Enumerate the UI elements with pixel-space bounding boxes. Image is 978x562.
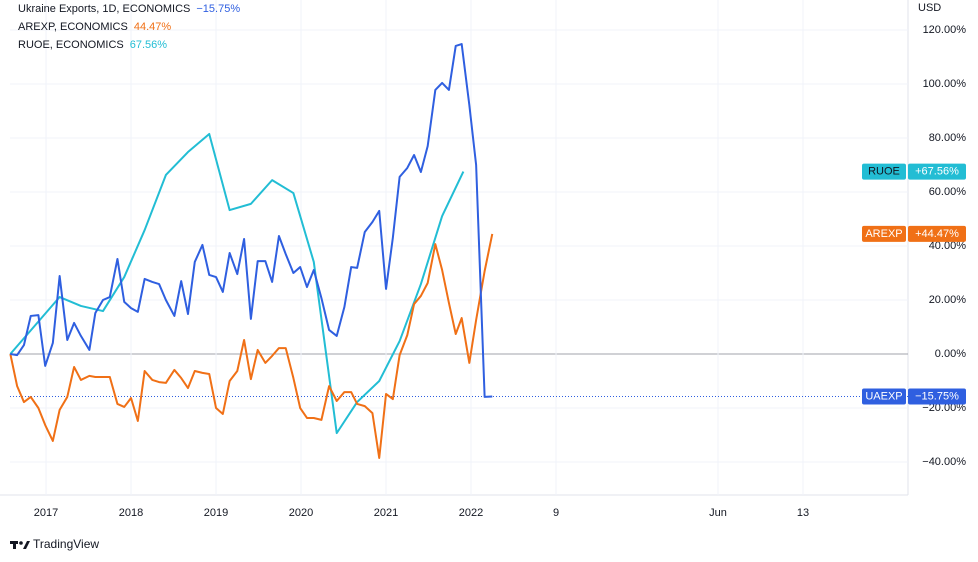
- badge-symbol-bg: [862, 163, 906, 180]
- legend-value: 67.56%: [130, 39, 168, 51]
- series-line: [9, 233, 494, 459]
- legend-entry: RUOE, ECONOMICS 67.56%: [18, 39, 167, 51]
- badge-symbol-bg: [862, 388, 906, 405]
- badge-value-bg: [908, 163, 966, 180]
- brand-logo: [10, 541, 30, 549]
- y-tick-label: −20.00%: [922, 402, 966, 414]
- badge-value-bg: [908, 388, 966, 405]
- y-tick-label: 40.00%: [929, 240, 967, 252]
- badge-symbol: AREXP: [865, 228, 902, 240]
- badge-value: +44.47%: [915, 228, 959, 240]
- price-badge: UAEXP −15.75%: [862, 388, 966, 405]
- badge-symbol: UAEXP: [865, 390, 902, 402]
- legend-entry: Ukraine Exports, 1D, ECONOMICS −15.75%: [18, 3, 240, 15]
- badge-value: −15.75%: [915, 390, 959, 402]
- badge-value: +67.56%: [915, 165, 959, 177]
- price-badge: AREXP +44.47%: [862, 225, 966, 242]
- x-tick-label: 13: [797, 507, 809, 519]
- y-tick-label: 80.00%: [929, 132, 967, 144]
- legend-name: AREXP, ECONOMICS: [18, 21, 128, 33]
- badge-symbol: RUOE: [868, 165, 900, 177]
- unit-label: USD: [918, 2, 941, 14]
- legend-value: 44.47%: [134, 21, 172, 33]
- x-tick-label: Jun: [709, 507, 727, 519]
- price-badge: RUOE +67.56%: [862, 163, 966, 180]
- legend-name: RUOE, ECONOMICS: [18, 39, 124, 51]
- x-tick-label: 2020: [289, 507, 313, 519]
- grid: [10, 0, 908, 495]
- x-tick-label: 2018: [119, 507, 143, 519]
- legend-entry: AREXP, ECONOMICS 44.47%: [18, 21, 171, 33]
- series-line: [9, 132, 465, 435]
- badge-symbol-bg: [862, 225, 906, 242]
- x-tick-label: 2019: [204, 507, 228, 519]
- badge-value-bg: [908, 225, 966, 242]
- series-line: [10, 43, 493, 398]
- x-tick-label: 2021: [374, 507, 398, 519]
- y-tick-label: −40.00%: [922, 456, 966, 468]
- legend-value: −15.75%: [196, 3, 240, 15]
- x-tick-label: 2017: [34, 507, 58, 519]
- y-tick-label: 60.00%: [929, 186, 967, 198]
- y-tick-label: 100.00%: [923, 78, 967, 90]
- x-tick-label: 9: [553, 507, 559, 519]
- x-tick-label: 2022: [459, 507, 483, 519]
- y-tick-label: 120.00%: [923, 24, 967, 36]
- brand-name: TradingView: [33, 537, 99, 551]
- y-tick-label: 0.00%: [935, 348, 966, 360]
- y-tick-label: 20.00%: [929, 294, 967, 306]
- legend-name: Ukraine Exports, 1D, ECONOMICS: [18, 3, 190, 15]
